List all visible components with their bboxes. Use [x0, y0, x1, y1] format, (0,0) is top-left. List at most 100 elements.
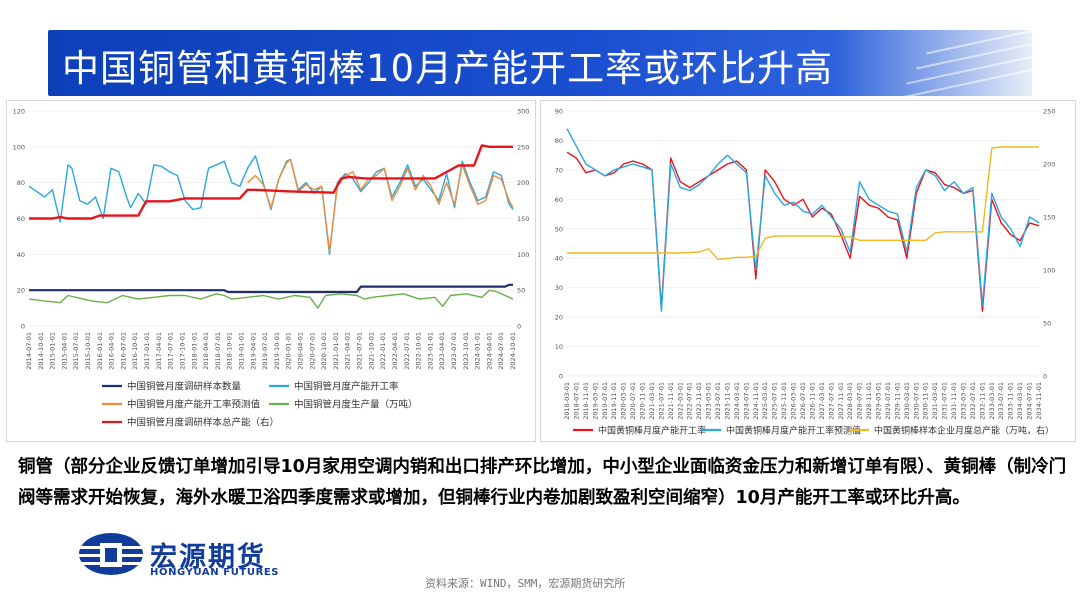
y-left-tick-label: 100 — [13, 143, 25, 151]
title-bar-stripes — [905, 30, 1032, 96]
x-tick-label: 2018-07-01 — [214, 332, 222, 370]
x-tick-label: 2032-11-01 — [978, 382, 986, 420]
series-line-4 — [29, 144, 513, 220]
x-tick-label: 2028-07-01 — [856, 382, 864, 420]
x-tick-label: 2022-07-01 — [403, 332, 411, 370]
x-tick-label: 2023-01-01 — [426, 332, 434, 370]
x-tick-label: 2024-10-01 — [509, 332, 517, 370]
x-tick-label: 2032-07-01 — [969, 382, 977, 420]
x-tick-label: 2023-03-01 — [705, 382, 713, 420]
y-left-tick-label: 0 — [559, 373, 563, 381]
chart-panel-right: 0 10 20 30 40 50 60 70 80 90 0 50 100 150 200 250 2018-0… — [540, 100, 1076, 442]
legend-label: 中国铜管月度生产量（万吨） — [294, 399, 418, 411]
x-tick-label: 2015-04-01 — [60, 332, 68, 370]
x-tick-label: 2017-10-01 — [178, 332, 186, 370]
x-tick-label: 2016-01-01 — [96, 332, 104, 370]
x-tick-label: 2023-07-01 — [714, 382, 722, 420]
series-line-0 — [566, 151, 1040, 312]
y-left-tick-label: 50 — [555, 225, 563, 233]
y-left-tick-label: 120 — [13, 108, 25, 116]
company-logo-icon — [78, 533, 144, 575]
y-right-tick-label: 50 — [517, 287, 525, 295]
x-tick-label: 2027-07-01 — [827, 382, 835, 420]
x-tick-label: 2028-11-01 — [865, 382, 873, 420]
x-tick-label: 2031-11-01 — [950, 382, 958, 420]
x-tick-label: 2020-01-01 — [285, 332, 293, 370]
series-line-3 — [28, 289, 514, 309]
x-tick-label: 2015-10-01 — [84, 332, 92, 370]
x-tick-label: 2029-11-01 — [893, 382, 901, 420]
x-tick-label: 2022-10-01 — [415, 332, 423, 370]
y-right-tick-label: 150 — [1043, 214, 1055, 222]
y-left-tick-label: 20 — [17, 287, 25, 295]
x-tick-label: 2014-10-01 — [37, 332, 45, 370]
x-tick-label: 2029-07-01 — [884, 382, 892, 420]
x-tick-label: 2029-03-01 — [875, 382, 883, 420]
legend-label: 中国铜管月度产能开工率预测值 — [127, 399, 261, 411]
series-line-2 — [567, 146, 1039, 261]
y-right-tick-label: 0 — [517, 323, 521, 331]
x-tick-label: 2023-11-01 — [723, 382, 731, 420]
x-tick-label: 2022-07-01 — [686, 382, 694, 420]
legend-label: 中国铜管月度调研样本数量 — [127, 381, 242, 393]
y-right-tick-label: 100 — [1043, 267, 1055, 275]
y-right-tick-label: 50 — [1043, 320, 1051, 328]
y-left-tick-label: 30 — [555, 284, 563, 292]
x-tick-label: 2016-10-01 — [131, 332, 139, 370]
y-left-tick-label: 80 — [555, 137, 563, 145]
x-tick-label: 2020-10-01 — [320, 332, 328, 370]
x-tick-label: 2033-03-01 — [988, 382, 996, 420]
series-line-2 — [247, 158, 514, 252]
x-tick-label: 2021-03-01 — [648, 382, 656, 420]
y-left-tick-label: 70 — [555, 166, 563, 174]
series-line-0 — [29, 283, 513, 294]
x-tick-label: 2031-03-01 — [931, 382, 939, 420]
x-tick-label: 2033-11-01 — [1007, 382, 1015, 420]
legend-label: 中国铜管月度产能开工率 — [294, 381, 399, 393]
x-tick-label: 2024-07-01 — [497, 332, 505, 370]
x-tick-label: 2025-07-01 — [771, 382, 779, 420]
source-note: 资料来源：WIND，SMM，宏源期货研究所 — [425, 577, 626, 590]
x-tick-label: 2019-04-01 — [249, 332, 257, 370]
x-tick-label: 2020-03-01 — [620, 382, 628, 420]
x-tick-label: 2022-01-01 — [379, 332, 387, 370]
x-tick-label: 2017-07-01 — [167, 332, 175, 370]
x-tick-label: 2022-03-01 — [676, 382, 684, 420]
x-tick-label: 2020-11-01 — [639, 382, 647, 420]
chart-brass-rod: 0 10 20 30 40 50 60 70 80 90 0 50 100 150 200 250 2018-0… — [555, 108, 1056, 437]
x-tick-label: 2018-10-01 — [226, 332, 234, 370]
x-tick-label: 2019-03-01 — [591, 382, 599, 420]
y-right-tick-label: 0 — [1043, 373, 1047, 381]
legend-label: 中国黄铜棒月度产能开工率预测值 — [726, 425, 861, 437]
x-tick-label: 2019-07-01 — [601, 382, 609, 420]
x-tick-label: 2027-03-01 — [818, 382, 826, 420]
x-tick-label: 2025-03-01 — [761, 382, 769, 420]
x-tick-label: 2023-04-01 — [438, 332, 446, 370]
legend-label: 中国铜管月度调研样本总产能（右） — [127, 417, 279, 429]
x-tick-label: 2030-07-01 — [912, 382, 920, 420]
x-tick-label: 2024-03-01 — [733, 382, 741, 420]
y-right-tick-label: 250 — [517, 143, 529, 151]
y-left-tick-label: 20 — [555, 314, 563, 322]
series-line-1 — [566, 128, 1040, 312]
x-tick-label: 2020-04-01 — [297, 332, 305, 370]
x-tick-label: 2033-07-01 — [997, 382, 1005, 420]
x-tick-label: 2019-11-01 — [610, 382, 618, 420]
x-tick-label: 2020-07-01 — [629, 382, 637, 420]
x-tick-label: 2023-07-01 — [450, 332, 458, 370]
x-tick-label: 2026-11-01 — [808, 382, 816, 420]
x-tick-label: 2024-11-01 — [752, 382, 760, 420]
x-tick-label: 2020-07-01 — [308, 332, 316, 370]
x-tick-label: 2021-07-01 — [356, 332, 364, 370]
x-tick-label: 2018-04-01 — [202, 332, 210, 370]
x-tick-label: 2027-11-01 — [837, 382, 845, 420]
x-tick-label: 2026-03-01 — [790, 382, 798, 420]
x-tick-label: 2024-07-01 — [742, 382, 750, 420]
x-tick-label: 2034-07-01 — [1026, 382, 1034, 420]
x-tick-label: 2024-04-01 — [485, 332, 493, 370]
logo-english-name: HONGYUAN FUTURES — [150, 567, 280, 578]
chart-copper-tube: 0 20 40 60 80 100 120 0 50 100 150 200 250 300 2014-07… — [13, 108, 530, 429]
x-tick-label: 2031-07-01 — [941, 382, 949, 420]
y-right-tick-label: 150 — [517, 215, 529, 223]
y-left-tick-label: 90 — [555, 108, 563, 116]
